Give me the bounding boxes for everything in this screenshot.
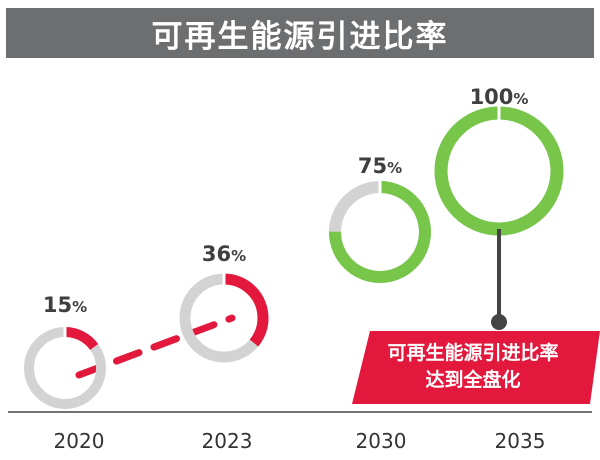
percent-value: 15 [43, 293, 72, 317]
percent-label: 100% [470, 85, 529, 109]
donut-2030: 75% [329, 154, 431, 283]
percent-sign: % [231, 247, 246, 265]
percent-sign: % [72, 298, 87, 316]
donut-2023: 36% [179, 242, 269, 363]
percent-sign: % [513, 90, 528, 108]
x-tick-label: 2035 [495, 429, 546, 453]
donut-2035: 100% [434, 85, 564, 236]
callout-text-line: 可再生能源引进比率 [387, 341, 558, 364]
percent-sign: % [387, 159, 402, 177]
chart-title-bar: 可再生能源引进比率 [6, 8, 594, 58]
percent-label: 75% [358, 154, 402, 178]
percent-label: 36% [202, 242, 246, 266]
donut-2020: 15% [24, 293, 106, 409]
percent-value: 36 [202, 242, 231, 266]
x-tick-label: 2020 [54, 429, 105, 453]
percent-label: 15% [43, 293, 87, 317]
callout-box [352, 331, 600, 404]
donut-value-arc [434, 106, 564, 236]
callout-text-line: 达到全盘化 [425, 368, 520, 391]
chart-title: 可再生能源引进比率 [151, 18, 449, 55]
x-tick-label: 2030 [356, 429, 407, 453]
callout-connector-dot [491, 314, 507, 330]
percent-value: 75 [358, 154, 387, 178]
x-tick-label: 2023 [202, 429, 253, 453]
percent-value: 100 [470, 85, 514, 109]
